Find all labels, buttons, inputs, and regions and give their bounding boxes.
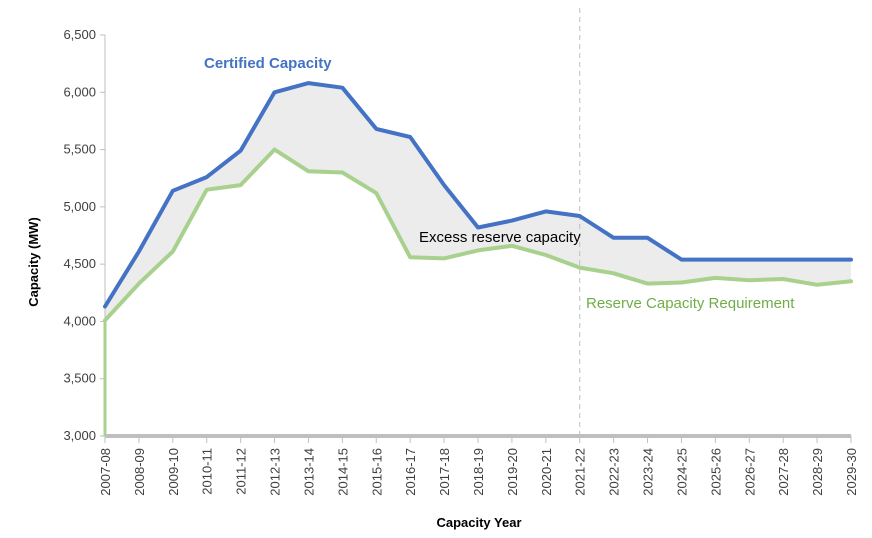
x-tick-label: 2012-13	[268, 448, 283, 496]
x-tick-label: 2027-28	[776, 448, 791, 496]
x-tick-label: 2017-18	[437, 448, 452, 496]
x-tick-label: 2018-19	[471, 448, 486, 496]
x-tick-label: 2022-23	[607, 448, 622, 496]
annotation-reserve-capacity-requirement: Reserve Capacity Requirement	[586, 295, 795, 312]
series-line-reserve-capacity-requirement	[103, 147, 853, 323]
x-tick-label: 2008-09	[132, 448, 147, 496]
x-tick-label: 2028-29	[810, 448, 825, 496]
annotation-excess-reserve-capacity: Excess reserve capacity	[419, 229, 581, 246]
y-tick-label: 6,500	[63, 27, 96, 42]
y-tick-label: 5,500	[63, 142, 96, 157]
x-tick-label: 2007-08	[98, 448, 113, 496]
excess-reserve-area	[105, 83, 851, 321]
x-tick-label: 2009-10	[166, 448, 181, 496]
annotation-certified-capacity: Certified Capacity	[204, 55, 332, 72]
y-tick-label: 6,000	[63, 84, 96, 99]
y-tick-label: 3,500	[63, 371, 96, 386]
y-tick-label: 4,500	[63, 256, 96, 271]
y-axis-title: Capacity (MW)	[26, 217, 41, 307]
x-tick-label: 2011-12	[234, 448, 249, 495]
y-tick-label: 4,000	[63, 313, 96, 328]
y-tick-label: 5,000	[63, 199, 96, 214]
x-tick-label: 2026-27	[742, 448, 757, 496]
x-tick-label: 2019-20	[505, 448, 520, 496]
x-tick-label: 2010-11	[200, 448, 215, 495]
x-axis-title: Capacity Year	[436, 515, 521, 530]
x-tick-label: 2015-16	[369, 448, 384, 496]
x-tick-label: 2025-26	[708, 448, 723, 496]
x-tick-label: 2016-17	[403, 448, 418, 496]
x-tick-label: 2029-30	[844, 448, 859, 496]
x-tick-label: 2021-22	[573, 448, 588, 496]
x-tick-label: 2013-14	[301, 448, 316, 496]
series-line-certified-capacity	[103, 81, 853, 309]
x-tick-label: 2023-24	[641, 448, 656, 496]
x-tick-label: 2014-15	[335, 448, 350, 496]
x-tick-label: 2020-21	[539, 448, 554, 496]
x-tick-label: 2024-25	[674, 448, 689, 496]
y-tick-label: 3,000	[63, 428, 96, 443]
